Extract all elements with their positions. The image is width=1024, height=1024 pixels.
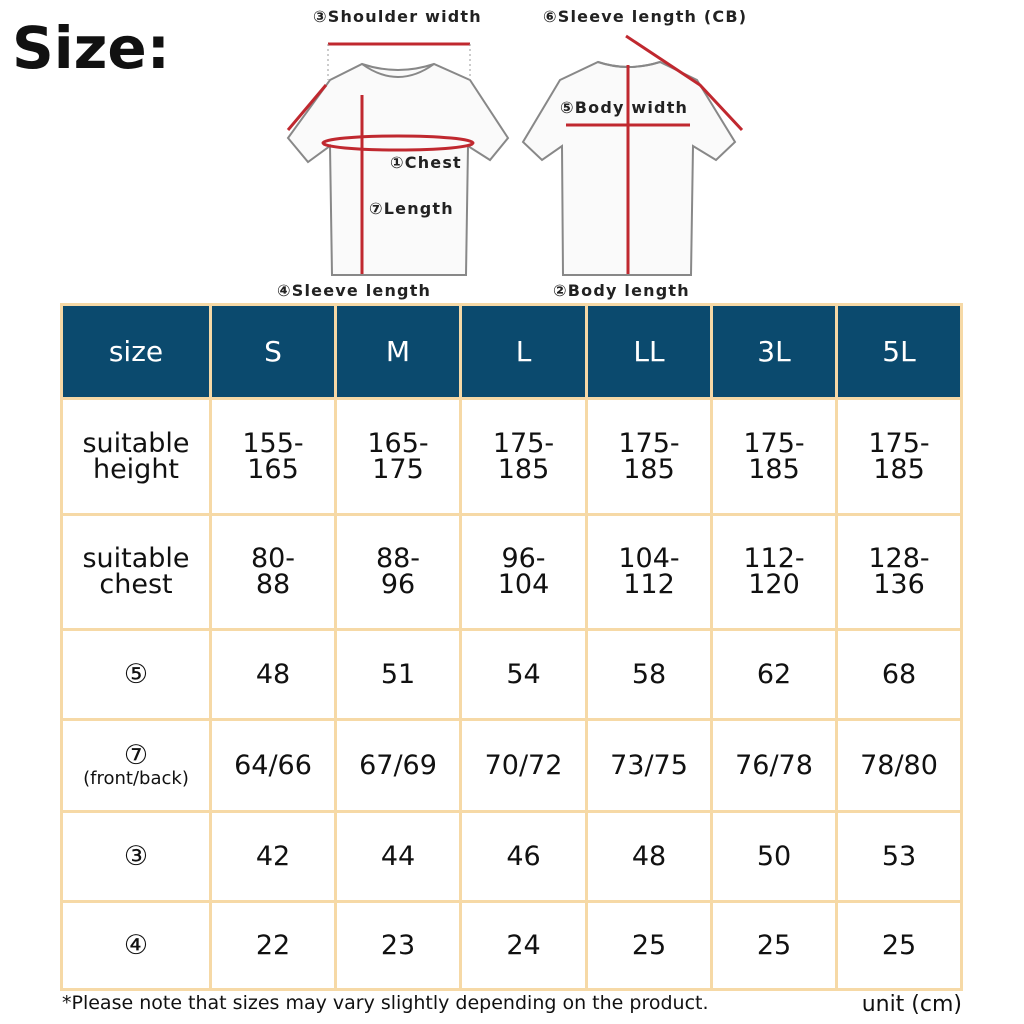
value-cell: 54 [462, 631, 585, 718]
row-label-cell: ③ [63, 813, 209, 900]
row-note: (front/back) [83, 767, 189, 789]
value-cell: 96- 104 [462, 516, 585, 628]
value-cell: 42 [212, 813, 334, 900]
value-cell: 88- 96 [337, 516, 459, 628]
value-cell: 64/66 [212, 721, 334, 810]
value-cell: 128- 136 [838, 516, 960, 628]
header-cell: M [337, 306, 459, 397]
value-cell: 44 [337, 813, 459, 900]
value-cell: 73/75 [588, 721, 710, 810]
value-cell: 58 [588, 631, 710, 718]
value-cell: 112- 120 [713, 516, 835, 628]
row-label-cell: ⑤ [63, 631, 209, 718]
value-cell: 155- 165 [212, 400, 334, 513]
title: Size: [12, 14, 170, 82]
value-cell: 165- 175 [337, 400, 459, 513]
value-cell: 62 [713, 631, 835, 718]
value-cell: 48 [588, 813, 710, 900]
value-cell: 25 [588, 903, 710, 988]
row-label-cell: ⑦ (front/back) [63, 721, 209, 810]
row-label-cell: suitable chest [63, 516, 209, 628]
value-cell: 80- 88 [212, 516, 334, 628]
value-cell: 175- 185 [713, 400, 835, 513]
unit: unit (cm) [861, 992, 962, 1017]
diagram-label: ④Sleeve length [277, 281, 432, 300]
value-cell: 23 [337, 903, 459, 988]
header-cell: L [462, 306, 585, 397]
value-cell: 175- 185 [462, 400, 585, 513]
value-cell: 25 [838, 903, 960, 988]
value-cell: 50 [713, 813, 835, 900]
shirt-diagram [286, 34, 744, 276]
header-cell: 3L [713, 306, 835, 397]
size-table: size S M L LL 3L 5L suitable height 155- 165 165-… [60, 303, 963, 991]
value-cell: 22 [212, 903, 334, 988]
header-cell: S [212, 306, 334, 397]
diagram-label: ⑥Sleeve length (CB) [543, 7, 748, 26]
value-cell: 175- 185 [588, 400, 710, 513]
row-label-cell: ④ [63, 903, 209, 988]
value-cell: 78/80 [838, 721, 960, 810]
diagram-label: ②Body length [553, 281, 690, 300]
header-cell: size [63, 306, 209, 397]
value-cell: 68 [838, 631, 960, 718]
value-cell: 70/72 [462, 721, 585, 810]
diagram-label: ⑦Length [369, 199, 454, 218]
value-cell: 53 [838, 813, 960, 900]
value-cell: 175- 185 [838, 400, 960, 513]
row-label: ⑤ [123, 658, 149, 690]
row-label: suitable height [82, 427, 190, 485]
diagram-label: ⑤Body width [560, 98, 689, 117]
header-cell: 5L [838, 306, 960, 397]
value-cell: 104- 112 [588, 516, 710, 628]
row-label: suitable chest [82, 543, 190, 600]
row-label: ⑦ [123, 739, 149, 771]
value-cell: 67/69 [337, 721, 459, 810]
diagram-label: ③Shoulder width [313, 7, 482, 26]
value-cell: 24 [462, 903, 585, 988]
header-cell: LL [588, 306, 710, 397]
value-cell: 51 [337, 631, 459, 718]
diagram-label: ①Chest [390, 153, 462, 172]
footnote: *Please note that sizes may vary slightl… [62, 992, 709, 1014]
value-cell: 46 [462, 813, 585, 900]
row-label: ④ [123, 929, 149, 961]
value-cell: 25 [713, 903, 835, 988]
value-cell: 48 [212, 631, 334, 718]
row-label: ③ [123, 840, 149, 872]
value-cell: 76/78 [713, 721, 835, 810]
row-label-cell: suitable height [63, 400, 209, 513]
